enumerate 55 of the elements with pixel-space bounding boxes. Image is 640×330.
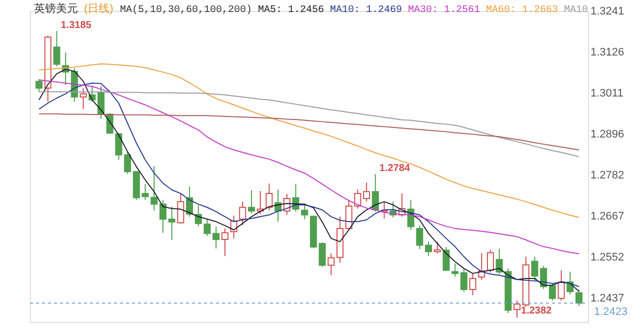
candlestick [150,166,158,212]
y-tick-label: 1.3126 [590,46,624,59]
annotation: 1.3185 [60,20,92,31]
candlestick [558,270,565,302]
chart-title: 英镑美元 [34,2,78,15]
candlestick [115,132,122,160]
y-tick-label: 1.2782 [590,169,624,182]
candlestick [212,226,220,249]
candlestick [531,256,538,282]
y-tick-label: 1.3011 [590,88,624,100]
candlestick [124,151,132,174]
text: MA5: 1.2456 [258,5,324,16]
candlestick [416,225,424,250]
line-series [38,91,580,158]
candlestick [53,30,60,67]
text: MA10: 1.2469 [330,5,402,16]
candlestick [159,199,166,234]
candlestick [452,262,459,278]
y-tick-label: 1.3241 [590,6,624,18]
y-tick-label: 1.2552 [590,252,624,264]
text: MA60: 1.2663 [486,5,558,16]
candlestick [266,182,273,211]
candlestick [434,241,441,254]
candlestick [168,206,176,240]
candlestick [575,289,582,306]
candlestick [469,272,476,296]
candlestick [372,174,379,212]
candlestick [318,242,326,268]
candlestick [301,202,308,220]
annotation: MA(5,10,30,60,100,200) [120,4,252,16]
chart-subtitle: (日线) [84,2,114,15]
candlestick [239,201,246,226]
candlestick [514,300,521,318]
candlestick [248,190,255,214]
text: MA10 [564,5,588,16]
y-tick-label: 1.2896 [590,128,624,141]
y-tick-label: 1.2437 [590,292,624,305]
candlestick [221,228,228,256]
candlestick [363,182,370,202]
candlestick [36,78,43,92]
candlestick [97,86,104,120]
annotation: 1.2784 [379,163,410,174]
candlestick [424,241,432,256]
candlestick [442,246,450,272]
text: MA30: 1.2561 [408,5,480,16]
candlestick [548,282,556,302]
y-tick-label: 1.2667 [590,210,624,222]
line-series [38,63,580,218]
candlestick [328,252,335,276]
candlestick [80,88,87,110]
candlestick [486,249,494,274]
candlestick [460,268,468,292]
ref-line-label: 1.2423 [594,306,628,318]
candlestick [177,192,184,224]
annotation: 1.2382 [521,306,552,317]
